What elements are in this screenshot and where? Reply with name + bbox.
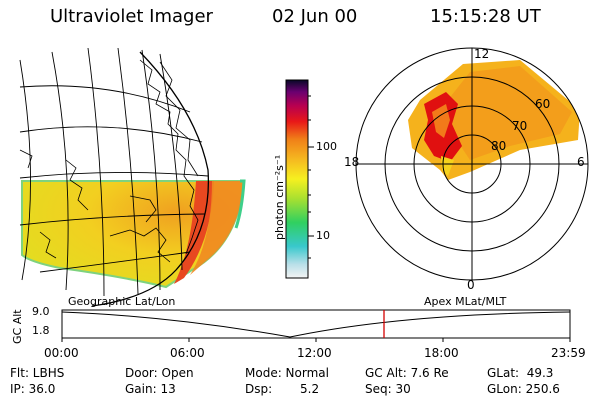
timeline-xtick-2359: 23:59 <box>551 346 586 360</box>
status-glat: GLat: 49.3 <box>487 366 554 380</box>
earth-limb <box>91 51 210 307</box>
status-dsp-value: 5.2 <box>300 382 320 396</box>
map-label: Geographic Lat/Lon <box>68 295 176 308</box>
mlt-label-12: 12 <box>474 47 490 61</box>
mlt-label-6: 6 <box>577 155 585 169</box>
timeline-xtick-0000: 00:00 <box>44 346 79 360</box>
lat-label-80: 80 <box>491 139 507 153</box>
longitude-lines <box>19 47 183 297</box>
apex-label: Apex MLat/MLT <box>424 295 507 308</box>
header-time: 15:15:28 UT <box>430 6 541 27</box>
timeline-xtick-0600: 06:00 <box>170 346 205 360</box>
colorbar-ticks <box>308 95 314 259</box>
geographic-map <box>19 47 246 307</box>
status-door: Door: Open <box>125 366 194 380</box>
mlt-label-18: 18 <box>344 155 360 169</box>
polar-plot <box>355 47 589 281</box>
colorbar-unit-label: photon cm⁻²s⁻¹ <box>273 154 286 240</box>
status-seq: Seq: 30 <box>365 382 411 396</box>
altitude-timeline <box>61 309 571 342</box>
colorbar-tick-10: 10 <box>316 229 330 242</box>
timeline-xtick-1200: 12:00 <box>297 346 332 360</box>
colorbar <box>285 79 309 279</box>
status-gc-alt: GC Alt: 7.6 Re <box>365 366 449 380</box>
altitude-curve <box>61 311 571 338</box>
mlt-label-0: 0 <box>467 278 475 292</box>
status-gain: Gain: 13 <box>125 382 176 396</box>
status-mode: Mode: Normal <box>245 366 329 380</box>
polar-grid <box>355 47 589 281</box>
status-dsp-label: Dsp: <box>245 382 273 396</box>
status-ip: IP: 36.0 <box>10 382 56 396</box>
timeline-xtick-1800: 18:00 <box>424 346 459 360</box>
timeline-ylabel: GC Alt <box>11 309 24 344</box>
status-flt: Flt: LBHS <box>10 366 65 380</box>
timeline-ytick-9: 9.0 <box>32 305 50 318</box>
app-title: Ultraviolet Imager <box>50 6 213 27</box>
status-glon: GLon: 250.6 <box>487 382 560 396</box>
lat-label-60: 60 <box>535 97 551 111</box>
header-date: 02 Jun 00 <box>272 6 358 27</box>
timeline-ytick-1-8: 1.8 <box>32 324 50 337</box>
coastlines <box>19 59 199 263</box>
lat-label-70: 70 <box>512 119 528 133</box>
latitude-lines <box>19 85 209 273</box>
colorbar-tick-100: 100 <box>316 140 337 153</box>
